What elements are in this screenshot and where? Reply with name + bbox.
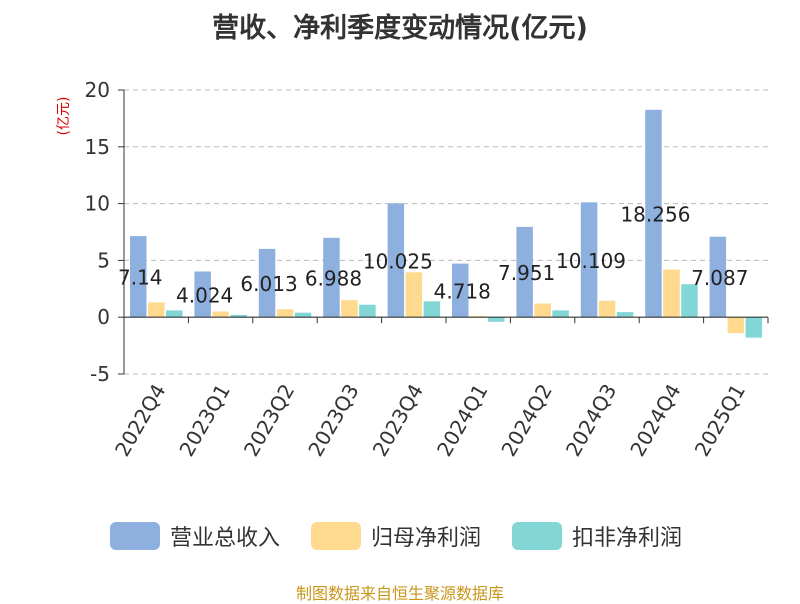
x-tick-label: 2024Q1 — [432, 380, 492, 461]
y-tick-label: 10 — [85, 192, 110, 216]
x-tick-label: 2023Q2 — [239, 380, 299, 461]
bar-revenue[interactable] — [130, 236, 147, 318]
legend-item-deducted-profit[interactable]: 扣非净利润 — [512, 516, 682, 556]
legend-swatch-deducted-profit — [512, 522, 562, 550]
x-tick-label: 2023Q1 — [174, 380, 234, 461]
y-axis-unit-label: (亿元) — [56, 97, 72, 136]
bar-net-profit[interactable] — [534, 303, 551, 318]
data-label-revenue: 7.951 — [498, 261, 555, 285]
x-tick-label: 2024Q3 — [561, 380, 621, 461]
data-label-revenue: 10.109 — [556, 249, 626, 273]
data-label-revenue: 7.087 — [691, 266, 748, 290]
chart-title: 营收、净利季度变动情况(亿元) — [212, 13, 588, 44]
bar-net-profit[interactable] — [341, 300, 358, 318]
data-label-revenue: 6.013 — [240, 272, 297, 296]
bar-revenue[interactable] — [516, 226, 533, 318]
y-tick-label: 15 — [85, 135, 110, 159]
bar-revenue[interactable] — [387, 203, 405, 318]
bar-net-profit[interactable] — [663, 269, 680, 318]
bar-net-profit[interactable] — [727, 317, 745, 334]
bar-deducted-profit[interactable] — [488, 317, 505, 322]
legend-label-revenue: 营业总收入 — [170, 526, 281, 551]
bar-deducted-profit[interactable] — [552, 310, 569, 318]
bar-revenue[interactable] — [645, 109, 662, 318]
data-label-revenue: 6.988 — [305, 267, 362, 291]
data-label-revenue: 18.256 — [620, 203, 690, 227]
y-tick-label: 20 — [85, 78, 110, 102]
bar-net-profit[interactable] — [405, 272, 423, 318]
bar-deducted-profit[interactable] — [681, 284, 698, 318]
legend: 营业总收入 归母净利润 扣非净利润 — [0, 516, 800, 556]
x-tick-label: 2024Q2 — [496, 380, 556, 461]
bar-net-profit[interactable] — [148, 302, 165, 318]
bar-revenue[interactable] — [452, 263, 469, 318]
bar-net-profit[interactable] — [598, 300, 616, 318]
bar-deducted-profit[interactable] — [166, 310, 183, 318]
legend-label-deducted-profit: 扣非净利润 — [572, 526, 683, 551]
data-label-revenue: 10.025 — [363, 249, 433, 273]
data-label-revenue: 7.14 — [118, 266, 163, 290]
legend-swatch-net-profit — [311, 522, 361, 550]
x-tick-label: 2024Q4 — [625, 380, 685, 461]
y-tick-label: 0 — [97, 305, 110, 329]
bar-net-profit[interactable] — [276, 309, 294, 318]
bar-deducted-profit[interactable] — [423, 301, 441, 318]
x-tick-label: 2025Q1 — [690, 380, 750, 461]
y-tick-label: 5 — [97, 248, 110, 272]
bar-deducted-profit[interactable] — [616, 312, 634, 318]
bar-revenue[interactable] — [709, 236, 727, 318]
grid-lines — [124, 89, 768, 375]
x-tick-label: 2022Q4 — [110, 380, 170, 461]
bar-deducted-profit[interactable] — [745, 317, 763, 338]
y-tick-label: -5 — [90, 362, 110, 386]
bar-revenue[interactable] — [323, 237, 340, 318]
legend-label-net-profit: 归母净利润 — [371, 526, 482, 551]
bar-deducted-profit[interactable] — [230, 314, 247, 318]
bars — [130, 109, 763, 338]
bar-net-profit[interactable] — [212, 311, 229, 318]
x-tick-label: 2023Q4 — [368, 380, 428, 461]
legend-item-net-profit[interactable]: 归母净利润 — [311, 516, 481, 556]
source-note: 制图数据来自恒生聚源数据库 — [295, 584, 504, 603]
data-label-revenue: 4.024 — [176, 283, 233, 307]
bar-revenue[interactable] — [580, 202, 598, 318]
legend-swatch-revenue — [110, 522, 160, 550]
bar-revenue[interactable] — [258, 248, 276, 318]
bar-revenue[interactable] — [194, 271, 211, 318]
bar-deducted-profit[interactable] — [294, 312, 312, 318]
legend-item-revenue[interactable]: 营业总收入 — [110, 516, 280, 556]
bar-deducted-profit[interactable] — [359, 304, 376, 318]
x-tick-label: 2023Q3 — [303, 380, 363, 461]
data-label-revenue: 4.718 — [434, 279, 491, 303]
